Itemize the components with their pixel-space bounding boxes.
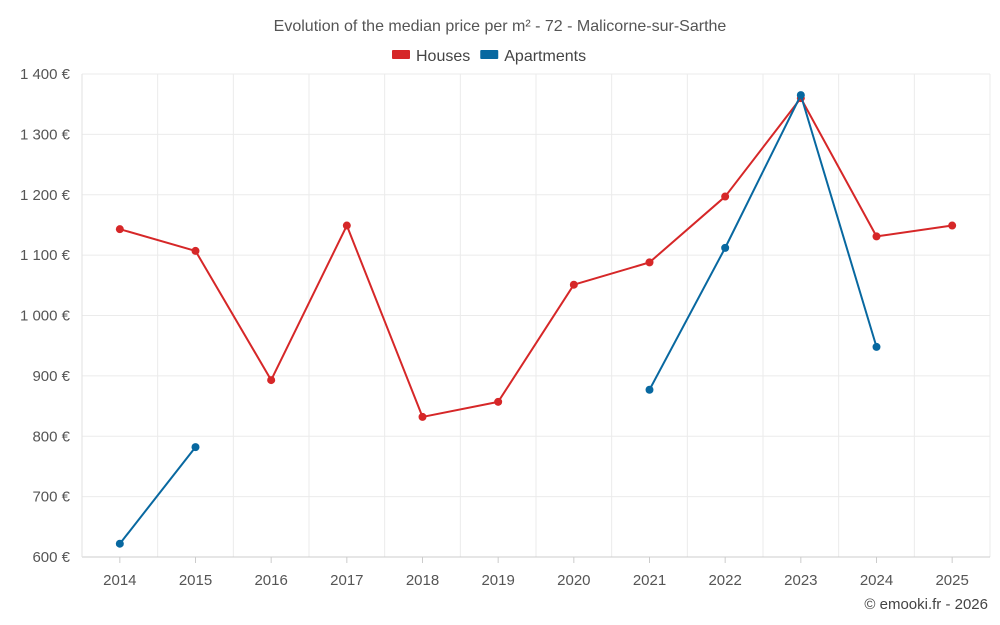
legend: Houses Apartments (392, 48, 586, 65)
y-tick-label: 1 100 € (20, 247, 71, 264)
x-tick-label: 2021 (633, 572, 666, 589)
credit-text: © emooki.fr - 2026 (864, 596, 988, 613)
grid (81, 73, 991, 558)
series-line-apartments (119, 446, 197, 545)
y-tick-label: 1 300 € (20, 126, 71, 143)
y-tick-label: 1 000 € (20, 308, 71, 325)
x-tick-label: 2023 (784, 572, 817, 589)
y-tick-label: 1 200 € (20, 187, 71, 204)
data-point-apartments[interactable] (796, 91, 805, 100)
series-line-apartments (648, 94, 878, 391)
y-tick-label: 800 € (32, 428, 70, 445)
data-point-apartments[interactable] (191, 443, 200, 452)
y-tick-label: 600 € (32, 549, 70, 566)
axes: 600 € 700 € 800 € 900 € 1 000 € 1 100 € 1 200 … (20, 66, 990, 589)
series-houses (115, 94, 957, 421)
data-point-houses[interactable] (418, 412, 427, 421)
y-tick-label: 700 € (32, 489, 70, 506)
data-point-houses[interactable] (494, 397, 503, 406)
x-tick-label: 2025 (935, 572, 968, 589)
x-tick-label: 2016 (254, 572, 287, 589)
legend-item-houses[interactable]: Houses (392, 48, 470, 65)
data-point-houses[interactable] (115, 225, 124, 234)
x-tick-label: 2018 (406, 572, 439, 589)
series-group (115, 91, 957, 548)
x-tick-label: 2019 (481, 572, 514, 589)
x-tick-label: 2022 (708, 572, 741, 589)
series-apartments (115, 91, 881, 548)
data-point-houses[interactable] (645, 258, 654, 267)
chart-title: Evolution of the median price per m² - 7… (274, 18, 727, 35)
y-tick-label: 900 € (32, 368, 70, 385)
x-tick-label: 2015 (179, 572, 212, 589)
data-point-houses[interactable] (948, 221, 957, 230)
data-point-houses[interactable] (872, 232, 881, 241)
data-point-apartments[interactable] (721, 243, 730, 252)
data-point-houses[interactable] (267, 376, 276, 385)
legend-label: Apartments (504, 48, 586, 65)
data-point-houses[interactable] (342, 221, 351, 230)
data-point-apartments[interactable] (872, 342, 881, 351)
y-tick-label: 1 400 € (20, 66, 71, 83)
data-point-houses[interactable] (191, 246, 200, 255)
series-line-houses (119, 97, 953, 418)
data-point-houses[interactable] (569, 280, 578, 289)
data-point-houses[interactable] (721, 192, 730, 201)
x-tick-label: 2017 (330, 572, 363, 589)
legend-swatch (392, 50, 410, 59)
x-tick-label: 2020 (557, 572, 590, 589)
data-point-apartments[interactable] (115, 539, 124, 548)
x-tick-label: 2024 (860, 572, 893, 589)
legend-label: Houses (416, 48, 470, 65)
legend-item-apartments[interactable]: Apartments (480, 48, 586, 65)
legend-swatch (480, 50, 499, 59)
x-tick-label: 2014 (103, 572, 136, 589)
data-point-apartments[interactable] (645, 385, 654, 394)
